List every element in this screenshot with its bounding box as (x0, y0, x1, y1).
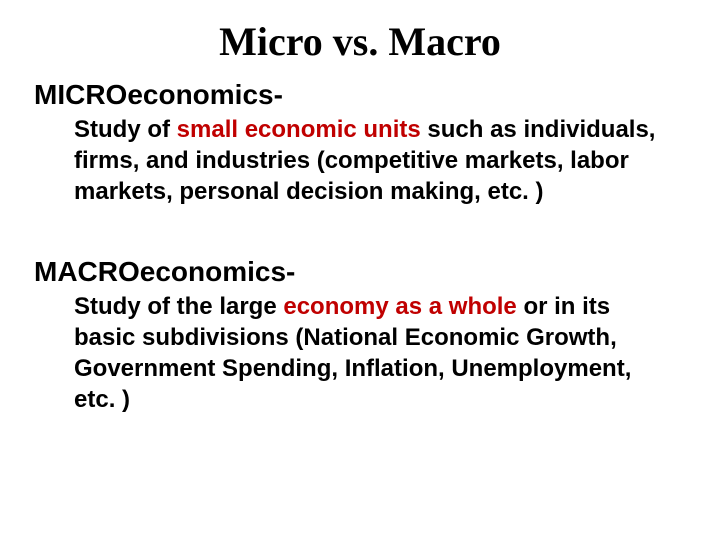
macro-heading: MACROeconomics- (34, 254, 686, 289)
micro-heading: MICROeconomics- (34, 77, 686, 112)
micro-body-highlight: small economic units (177, 116, 421, 143)
macro-body: Study of the large economy as a whole or… (74, 291, 676, 416)
section-gap (34, 208, 686, 254)
macro-body-pre: Study of the large (74, 293, 283, 320)
slide-title: Micro vs. Macro (34, 18, 686, 65)
micro-body: Study of small economic units such as in… (74, 114, 676, 208)
macro-body-highlight: economy as a whole (283, 293, 516, 320)
micro-body-pre: Study of (74, 116, 177, 143)
slide: Micro vs. Macro MICROeconomics- Study of… (0, 0, 720, 540)
